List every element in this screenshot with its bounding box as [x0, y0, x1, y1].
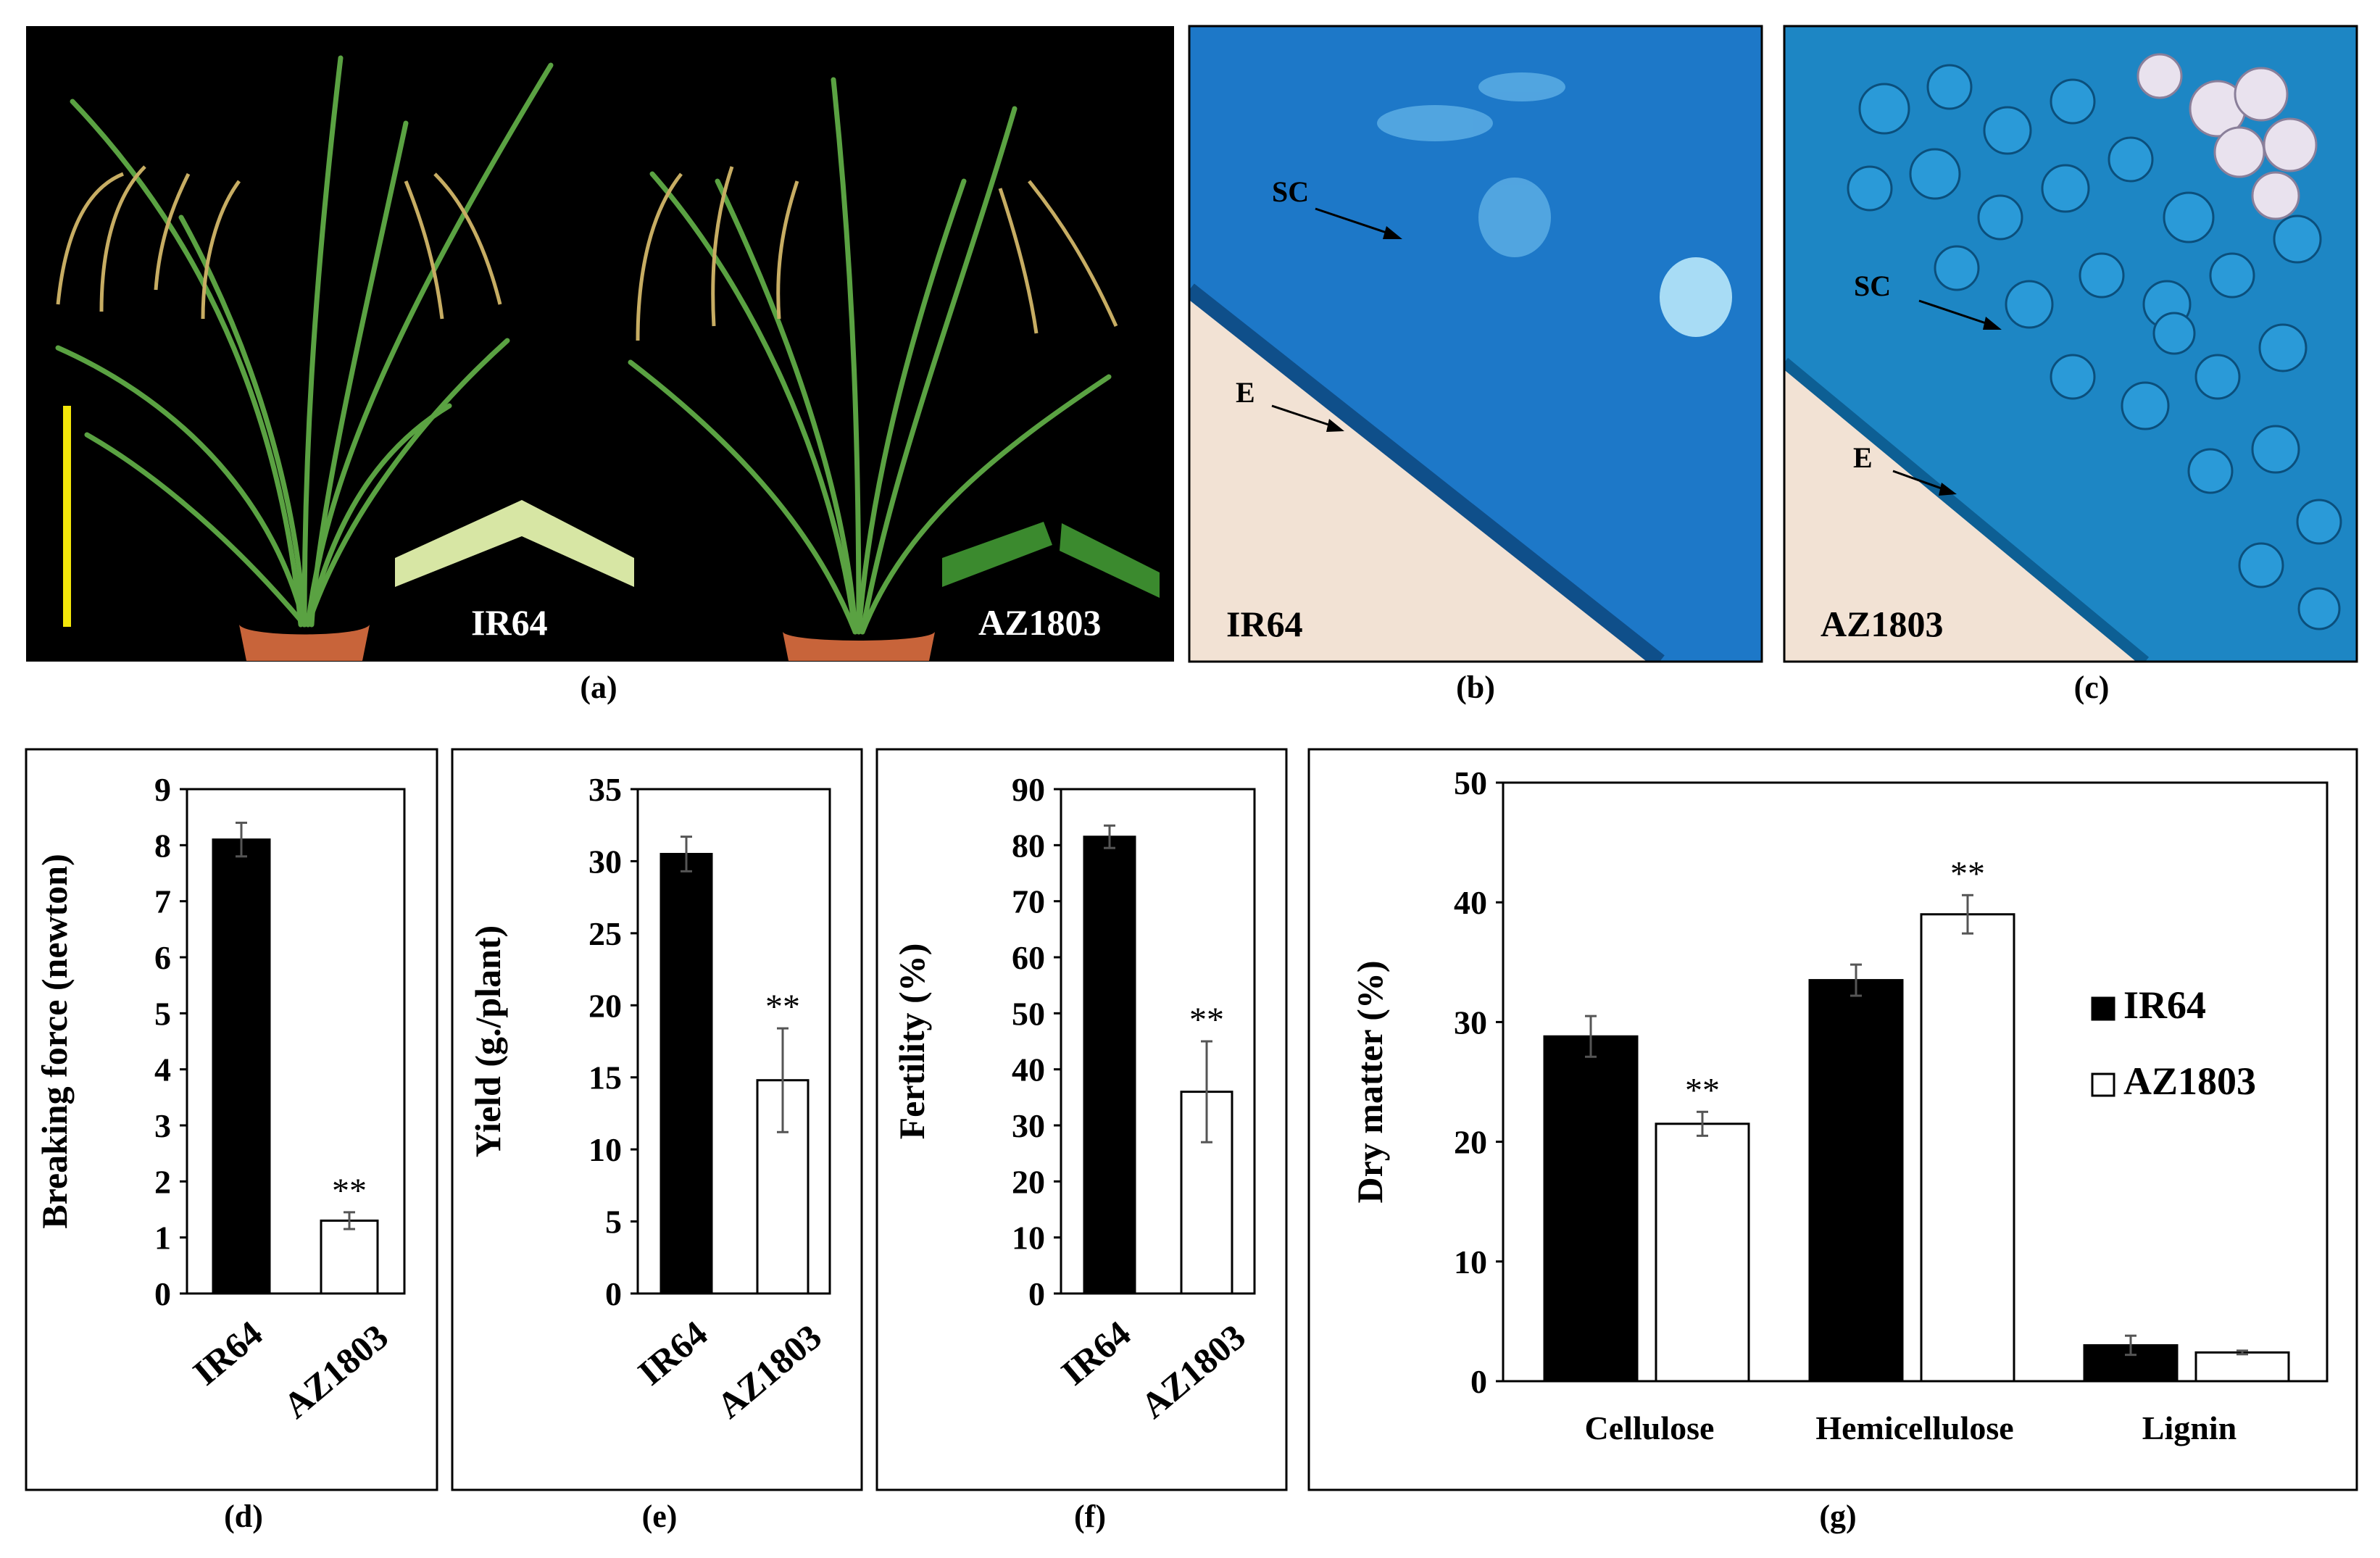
- y-tick-label: 2: [154, 1163, 171, 1200]
- scale-bar: [63, 406, 71, 627]
- y-tick-label: 15: [588, 1059, 622, 1096]
- y-tick-label: 8: [154, 827, 171, 864]
- x-category-label: IR64: [186, 1313, 270, 1394]
- y-tick-label: 3: [154, 1107, 171, 1144]
- x-category-label: Lignin: [2142, 1409, 2237, 1446]
- ir64-plant-illustration: [55, 55, 634, 661]
- y-tick-label: 25: [588, 915, 622, 952]
- y-axis-title: Yield (g./plant): [467, 925, 508, 1157]
- panel-e-caption: (e): [642, 1499, 678, 1534]
- x-category-label: AZ1803: [1133, 1316, 1253, 1426]
- panel-a-right-label: AZ1803: [978, 602, 1101, 643]
- y-tick-label: 70: [1012, 883, 1045, 920]
- legend-swatch-ir64: [2091, 996, 2115, 1021]
- panel-a-photo: IR64 AZ1803: [26, 26, 1174, 662]
- significance-marker: **: [1685, 1071, 1720, 1109]
- az1803-plant-illustration: [628, 77, 1160, 661]
- panel-b-micrograph: SC E IR64: [1189, 26, 1762, 662]
- y-tick-label: 30: [1012, 1107, 1045, 1144]
- y-tick-label: 7: [154, 883, 171, 920]
- plot-area-e: [636, 788, 831, 1295]
- panel-c-sc-label: SC: [1854, 270, 1891, 302]
- plot-area-f: [1060, 788, 1256, 1295]
- y-tick-label: 20: [1454, 1124, 1487, 1161]
- x-category-label: IR64: [1054, 1313, 1139, 1394]
- bar-d-az1803: [320, 1219, 379, 1295]
- panel-c-e-label: E: [1853, 441, 1873, 474]
- y-tick-label: 50: [1012, 995, 1045, 1032]
- y-tick-label: 4: [154, 1051, 171, 1088]
- y-tick-label: 10: [1012, 1220, 1045, 1257]
- y-tick-label: 30: [588, 843, 622, 880]
- y-tick-label: 90: [1012, 771, 1045, 808]
- y-tick-label: 40: [1012, 1051, 1045, 1088]
- legend-label-ir64: IR64: [2123, 983, 2206, 1027]
- panel-b-e-label: E: [1236, 376, 1255, 409]
- y-tick-label: 10: [588, 1131, 622, 1168]
- y-tick-label: 5: [605, 1204, 622, 1241]
- y-tick-label: 0: [154, 1275, 171, 1312]
- bar-g-hemicellulose-ir64: [1808, 979, 1904, 1383]
- panel-e-frame: [451, 748, 863, 1491]
- significance-marker: **: [765, 988, 800, 1026]
- legend-swatch-az1803: [2091, 1072, 2115, 1097]
- x-category-label: Hemicellulose: [1815, 1409, 2013, 1446]
- panel-g-frame: [1307, 748, 2358, 1491]
- y-tick-label: 5: [154, 995, 171, 1032]
- y-tick-label: 0: [1028, 1275, 1045, 1312]
- plot-area-g: [1502, 781, 2329, 1383]
- y-axis-title: Fertility (%): [891, 943, 932, 1140]
- panel-c-micrograph: SC E AZ1803: [1784, 26, 2357, 662]
- panel-b-label: IR64: [1226, 604, 1303, 644]
- y-tick-label: 1: [154, 1220, 171, 1257]
- y-tick-label: 20: [1012, 1163, 1045, 1200]
- bar-f-ir64: [1083, 836, 1136, 1295]
- y-tick-label: 35: [588, 771, 622, 808]
- ir64-stem-inset: [395, 500, 634, 587]
- plot-area-d: [186, 788, 406, 1295]
- panel-d-frame: [25, 748, 438, 1491]
- significance-marker: **: [332, 1172, 367, 1210]
- panel-a-left-label: IR64: [471, 602, 548, 643]
- y-tick-label: 40: [1454, 884, 1487, 921]
- y-tick-label: 20: [588, 987, 622, 1024]
- x-category-label: AZ1803: [275, 1316, 396, 1426]
- y-tick-label: 50: [1454, 765, 1487, 801]
- panel-b-sc-label: SC: [1272, 175, 1309, 208]
- y-tick-label: 0: [605, 1275, 622, 1312]
- panel-c-label: AZ1803: [1821, 604, 1943, 644]
- bar-g-lignin-az1803: [2194, 1351, 2290, 1383]
- panel-f-frame: [875, 748, 1288, 1491]
- panel-f-caption: (f): [1074, 1499, 1106, 1534]
- panel-b-caption: (b): [1456, 670, 1495, 705]
- x-category-label: IR64: [631, 1313, 715, 1394]
- panel-c-caption: (c): [2074, 670, 2110, 705]
- y-tick-label: 80: [1012, 827, 1045, 864]
- y-tick-label: 0: [1470, 1363, 1487, 1400]
- bar-g-cellulose-az1803: [1655, 1122, 1750, 1383]
- y-axis-title: Breaking force (newton): [34, 854, 75, 1229]
- bar-g-hemicellulose-az1803: [1920, 913, 2015, 1383]
- significance-marker: **: [1189, 1001, 1224, 1039]
- bar-g-cellulose-ir64: [1543, 1035, 1639, 1383]
- y-axis-title: Dry matter (%): [1349, 960, 1390, 1203]
- az1803-stem-inset: [942, 522, 1160, 598]
- panel-a-caption: (a): [580, 670, 617, 705]
- y-tick-label: 30: [1454, 1004, 1487, 1041]
- x-category-label: Cellulose: [1585, 1409, 1715, 1446]
- y-tick-label: 9: [154, 771, 171, 808]
- bar-d-ir64: [212, 838, 271, 1295]
- panel-g-caption: (g): [1819, 1499, 1856, 1534]
- y-tick-label: 10: [1454, 1244, 1487, 1280]
- y-tick-label: 6: [154, 939, 171, 976]
- y-tick-label: 60: [1012, 939, 1045, 976]
- x-category-label: AZ1803: [709, 1316, 829, 1426]
- panel-d-caption: (d): [224, 1499, 263, 1534]
- legend-label-az1803: AZ1803: [2123, 1059, 2256, 1103]
- bar-e-ir64: [660, 852, 713, 1295]
- significance-marker: **: [1950, 854, 1985, 893]
